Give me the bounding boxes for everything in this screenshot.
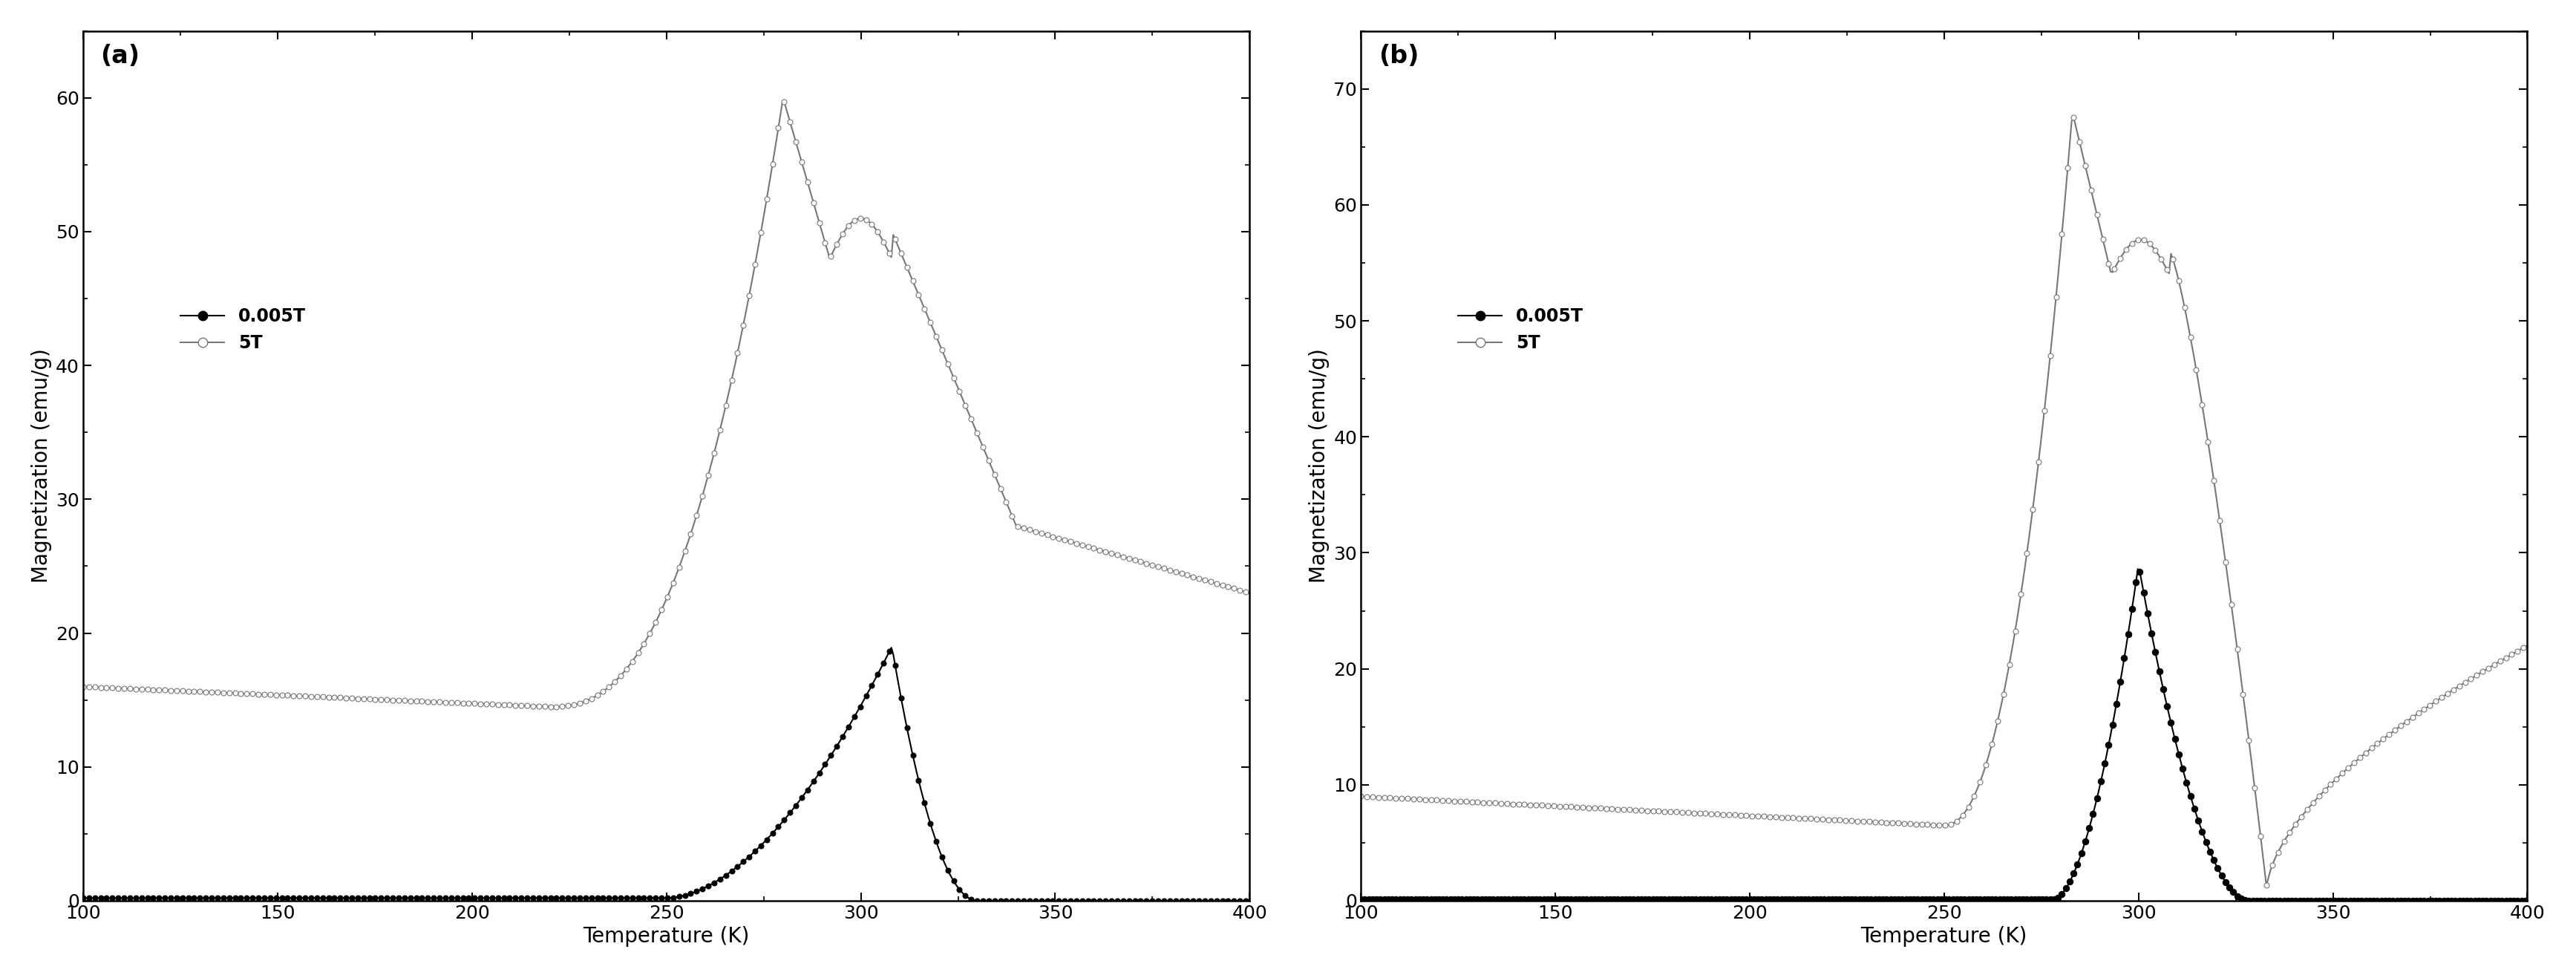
Y-axis label: Magnetization (emu/g): Magnetization (emu/g) — [31, 348, 52, 583]
Legend: 0.005T, 5T: 0.005T, 5T — [173, 300, 312, 359]
X-axis label: Temperature (K): Temperature (K) — [1860, 926, 2027, 947]
Text: (b): (b) — [1378, 44, 1419, 68]
Legend: 0.005T, 5T: 0.005T, 5T — [1450, 300, 1589, 359]
Y-axis label: Magnetization (emu/g): Magnetization (emu/g) — [1309, 348, 1329, 583]
X-axis label: Temperature (K): Temperature (K) — [582, 926, 750, 947]
Text: (a): (a) — [100, 44, 139, 68]
